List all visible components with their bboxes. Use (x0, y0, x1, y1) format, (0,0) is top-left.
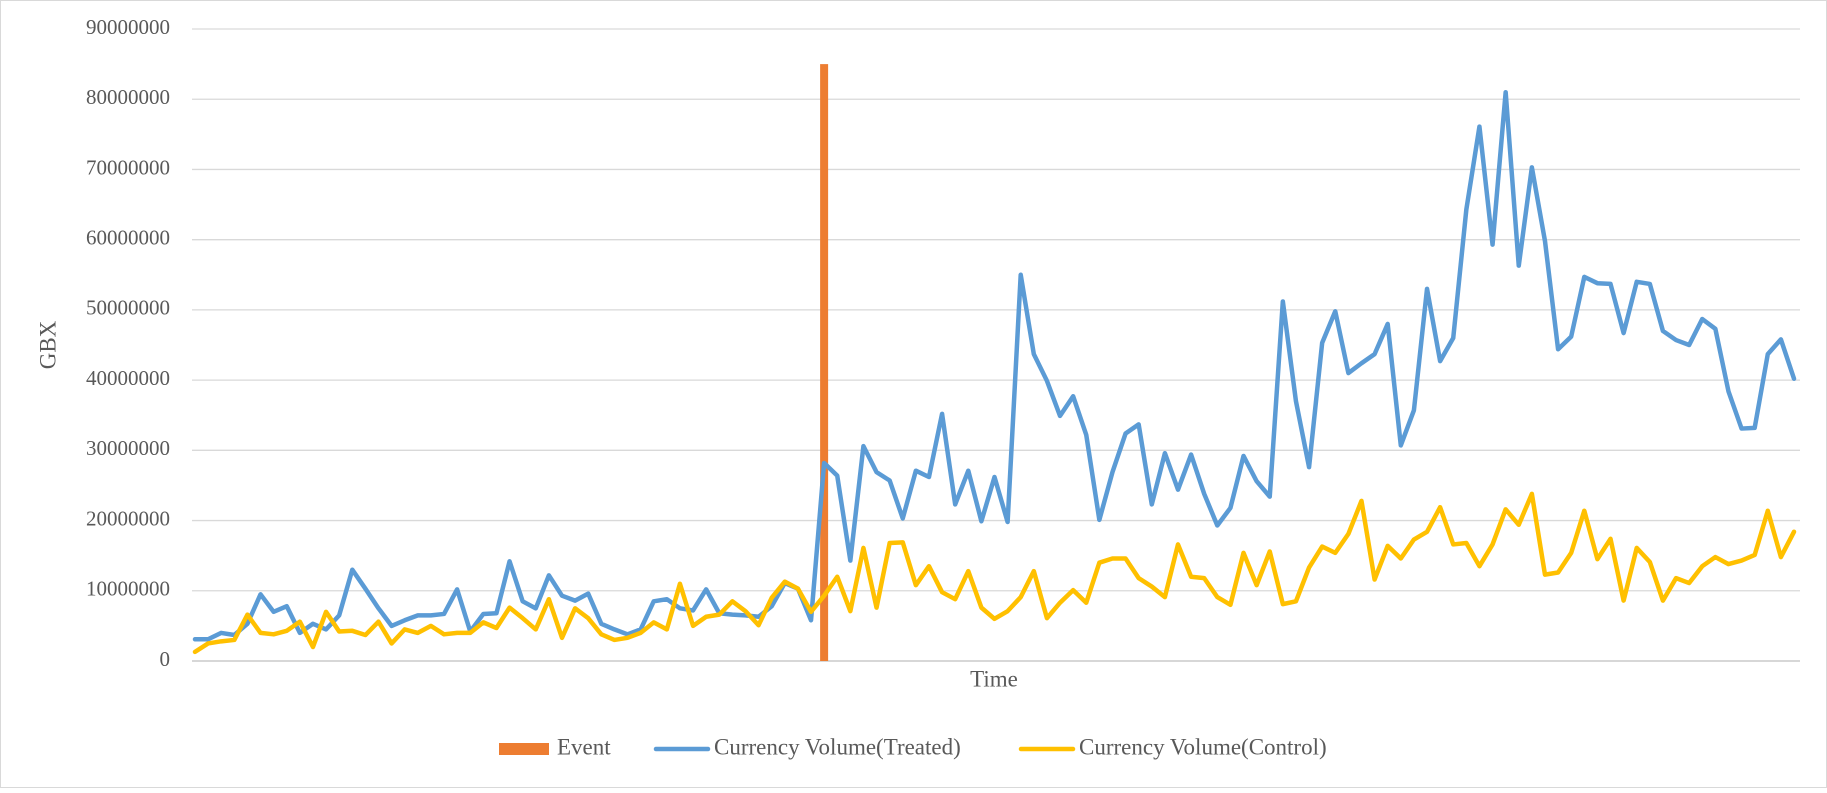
series-line (192, 491, 1797, 655)
y-tick-label: 60000000 (86, 225, 170, 249)
y-tick-label: 30000000 (86, 436, 170, 460)
y-tick-label: 80000000 (86, 85, 170, 109)
legend-label: Currency Volume(Control) (1079, 734, 1327, 759)
y-tick-label: 50000000 (86, 296, 170, 320)
x-axis-title: Time (970, 666, 1018, 691)
y-tick-label: 90000000 (86, 15, 170, 39)
y-tick-label: 10000000 (86, 577, 170, 601)
y-tick-label: 20000000 (86, 506, 170, 530)
y-tick-label: 40000000 (86, 366, 170, 390)
y-tick-label: 0 (160, 647, 171, 671)
legend-swatch (499, 743, 549, 755)
legend-label: Event (557, 734, 611, 759)
y-axis-title: GBX (35, 320, 60, 369)
series-line (192, 89, 1797, 642)
event-bar (820, 64, 829, 662)
y-tick-label: 70000000 (86, 155, 170, 179)
legend-label: Currency Volume(Treated) (714, 734, 961, 759)
